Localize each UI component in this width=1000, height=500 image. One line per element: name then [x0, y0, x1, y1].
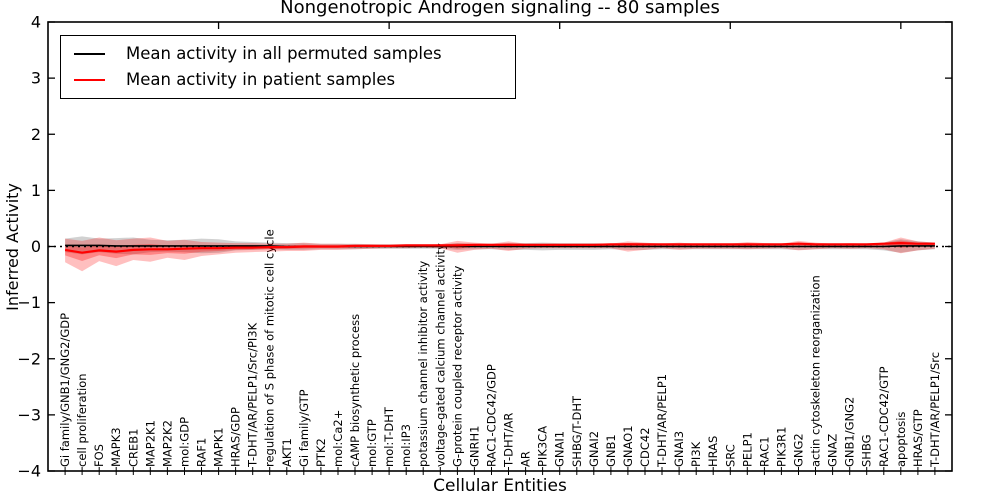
x-tick-label: HRAS/GTP	[911, 409, 925, 467]
y-tick-label: −1	[17, 293, 41, 312]
x-tick-label: SRC	[723, 444, 737, 467]
y-tick-label: 1	[31, 181, 41, 200]
x-tick-label: RAC1-CDC42/GDP	[485, 364, 499, 467]
x-tick-label: FOS	[92, 444, 106, 467]
x-tick-label: mol:IP3	[399, 424, 413, 467]
x-tick-label: apoptosis	[894, 412, 908, 467]
legend-label-permuted: Mean activity in all permuted samples	[126, 43, 442, 63]
x-tick-label: GNAI3	[672, 431, 686, 467]
x-tick-label: mol:Ca2+	[331, 410, 345, 467]
y-tick-label: 3	[31, 69, 41, 88]
permuted-line-sample	[74, 52, 105, 55]
legend: Mean activity in all permuted samples Me…	[60, 35, 516, 99]
x-tick-label: actin cytoskeleton reorganization	[809, 275, 823, 467]
y-tick-label: −4	[17, 462, 41, 481]
x-tick-label: GNRH1	[467, 426, 481, 467]
x-tick-label: PIK3CA	[536, 426, 550, 467]
x-tick-label: MAPK3	[109, 427, 123, 467]
x-tick-label: GNAO1	[621, 425, 635, 467]
x-axis-label: Cellular Entities	[433, 476, 567, 496]
y-tick-label: −2	[17, 349, 41, 368]
x-tick-label: regulation of S phase of mitotic cell cy…	[263, 229, 277, 467]
x-tick-label: PI3K	[689, 441, 703, 467]
x-tick-label: potassium channel inhibitor activity	[416, 261, 430, 467]
x-tick-label: T-DHT/AR/PELP1/Src/PI3K	[246, 322, 260, 468]
x-tick-label: MAP2K1	[143, 420, 157, 467]
x-tick-label: mol:T-DHT	[382, 406, 396, 467]
y-tick-label: −3	[17, 405, 41, 424]
x-tick-label: GNAZ	[826, 434, 840, 467]
x-tick-label: SHBG/T-DHT	[570, 395, 584, 467]
x-tick-label: GNG2	[792, 433, 806, 467]
x-tick-label: RAF1	[195, 438, 209, 467]
x-tick-label: Gi family/GTP	[297, 389, 311, 467]
x-tick-label: cell proliferation	[75, 373, 89, 467]
x-tick-label: cAMP biosynthetic process	[348, 314, 362, 467]
x-tick-label: T-DHT/AR	[502, 413, 516, 468]
y-axis-label: Inferred Activity	[3, 183, 22, 311]
y-tick-label: 4	[31, 13, 41, 32]
x-tick-label: T-DHT/AR/PELP1/Src	[928, 352, 942, 468]
x-tick-label: CREB1	[126, 429, 140, 468]
legend-entry-permuted: Mean activity in all permuted samples	[74, 43, 515, 63]
axes-frame	[47, 21, 953, 472]
x-tick-label: AR	[519, 451, 533, 467]
x-tick-label: MAPK1	[212, 427, 226, 467]
y-tick-label: 0	[31, 237, 41, 256]
x-tick-label: HRAS/GDP	[229, 407, 243, 467]
x-tick-label: mol:GTP	[365, 419, 379, 467]
x-tick-label: mol:GDP	[178, 417, 192, 467]
x-tick-label: RAC1-CDC42/GTP	[877, 366, 891, 467]
permuted-mean-line	[65, 244, 935, 248]
x-tick-label: G-protein coupled receptor activity	[450, 265, 464, 467]
x-tick-label: RAC1	[757, 436, 771, 467]
patient-line-sample	[74, 78, 105, 82]
legend-label-patient: Mean activity in patient samples	[126, 69, 396, 89]
x-tick-label: voltage-gated calcium channel activity	[433, 243, 447, 467]
legend-entry-patient: Mean activity in patient samples	[74, 69, 515, 89]
x-tick-label: T-DHT/AR/PELP1	[655, 374, 669, 468]
x-tick-label: PTK2	[314, 438, 328, 467]
y-tick-label: 2	[31, 125, 41, 144]
x-tick-label: GNAI1	[553, 431, 567, 467]
x-tick-label: AKT1	[280, 438, 294, 467]
patient-std-band	[65, 237, 935, 272]
x-tick-label: GNAI2	[587, 431, 601, 467]
x-tick-label: MAP2K2	[160, 420, 174, 467]
x-tick-label: GNB1/GNG2	[843, 397, 857, 467]
x-tick-label: PIK3R1	[774, 427, 788, 468]
x-tick-label: SHBG	[860, 434, 874, 467]
x-tick-label: CDC42	[638, 427, 652, 467]
x-tick-label: Gi family/GNB1/GNG2/GDP	[58, 313, 72, 467]
x-tick-label: PELP1	[740, 432, 754, 467]
patient-mean-line	[64, 241, 935, 254]
chart-title: Nongenotropic Androgen signaling -- 80 s…	[280, 0, 720, 18]
x-tick-label: GNB1	[604, 434, 618, 467]
x-tick-label: HRAS	[706, 436, 720, 467]
